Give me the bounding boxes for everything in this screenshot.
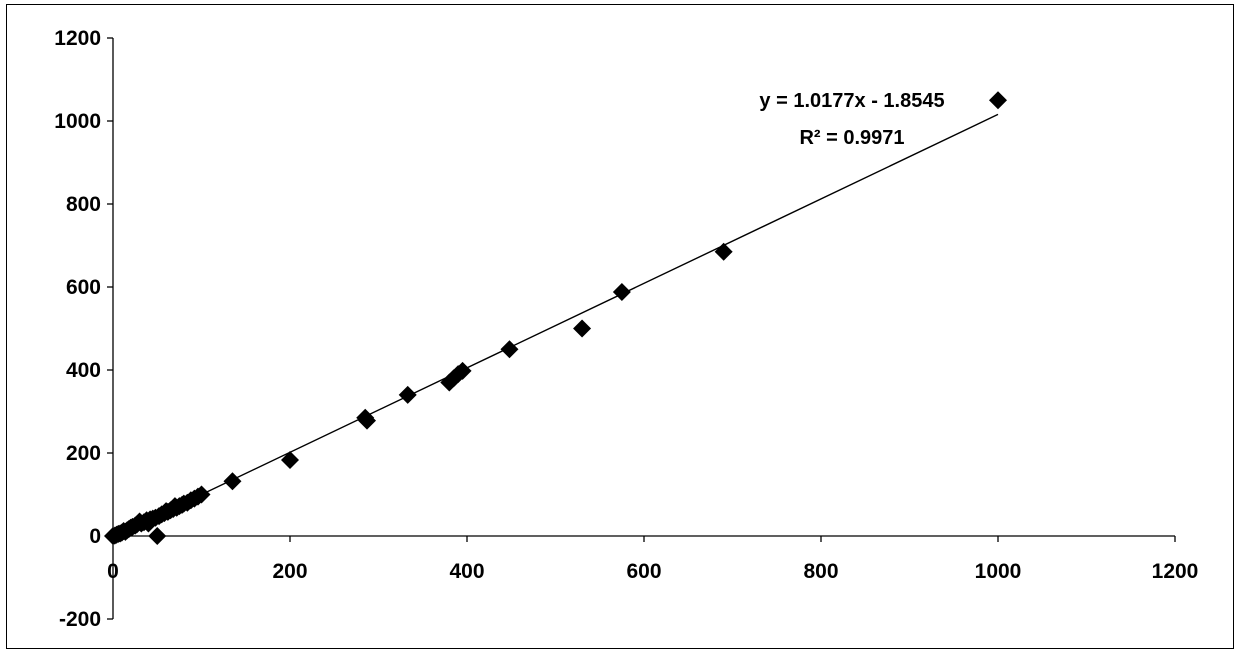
data-point [148, 527, 167, 545]
trendline-equation: y = 1.0177x - 1.8545 [759, 90, 944, 112]
trendline-r-squared: R² = 0.9971 [799, 127, 904, 149]
tick-labels: -200 0 200 400 600 800 1000 1200 0 200 400 600 800 10… [54, 27, 1198, 631]
y-tick-label: -200 [59, 608, 101, 631]
data-points [104, 91, 1007, 545]
y-tick-label: 1000 [54, 110, 101, 133]
y-tick-label: 800 [66, 193, 101, 216]
data-point [989, 91, 1007, 110]
x-tick-label: 1000 [975, 560, 1022, 583]
data-point [357, 411, 376, 430]
x-tick-label: 200 [272, 560, 307, 583]
trendline-group [112, 113, 999, 538]
data-point [223, 472, 242, 491]
data-point [714, 242, 733, 261]
data-point [573, 319, 592, 338]
x-tick-label: 0 [107, 560, 119, 583]
chart-area: -200 0 200 400 600 800 1000 1200 0 200 400 600 800 10… [6, 4, 1234, 649]
y-tick-label: 1200 [54, 27, 101, 50]
x-tick-label: 600 [626, 560, 661, 583]
x-tick-label: 1200 [1152, 560, 1199, 583]
trendline [112, 113, 999, 538]
x-tick-label: 400 [449, 560, 484, 583]
x-tick-label: 800 [803, 560, 838, 583]
data-point [192, 485, 211, 504]
data-point [281, 451, 299, 470]
scatter-chart: -200 0 200 400 600 800 1000 1200 0 200 400 600 800 10… [54, 27, 1198, 631]
data-point [500, 340, 519, 359]
data-point [398, 385, 417, 404]
y-tick-label: 400 [66, 359, 101, 382]
y-tick-label: 200 [66, 442, 101, 465]
y-tick-label: 600 [66, 276, 101, 299]
y-tick-label: 0 [89, 525, 101, 548]
axes [107, 37, 1176, 620]
data-point [612, 282, 631, 301]
data-point [453, 361, 472, 380]
